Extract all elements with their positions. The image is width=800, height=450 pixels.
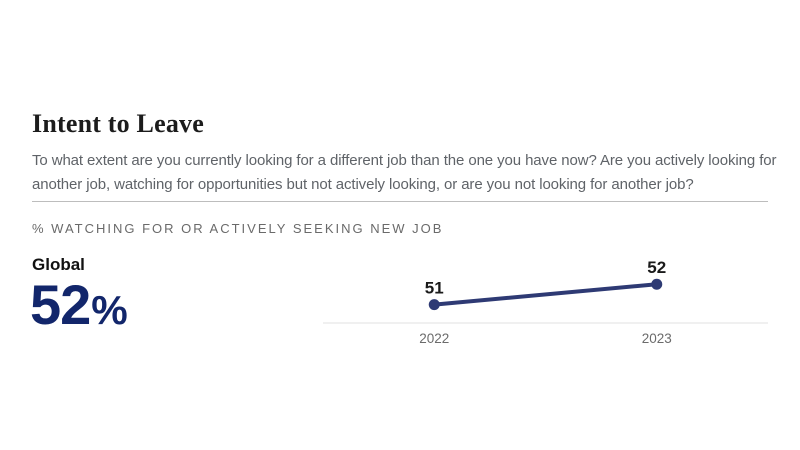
trend-line — [432, 282, 659, 307]
stat-value-percent-sign: % — [91, 287, 128, 333]
page-title: Intent to Leave — [32, 109, 204, 138]
metric-label: % WATCHING FOR OR ACTIVELY SEEKING NEW J… — [32, 221, 444, 236]
data-label: 52 — [647, 258, 666, 277]
x-tick-label: 2022 — [419, 331, 449, 346]
survey-question-text: To what extent are you currently looking… — [32, 152, 777, 193]
data-label: 51 — [425, 279, 444, 298]
x-tick-label: 2023 — [642, 331, 672, 346]
stat-value: 52 % — [30, 272, 128, 337]
trend-chart-svg: 51 2022 52 2023 — [323, 258, 768, 346]
data-point — [428, 299, 440, 311]
section-divider — [32, 201, 768, 202]
trend-chart: 51 2022 52 2023 — [323, 248, 768, 352]
data-point — [651, 278, 663, 290]
stat-group-label: Global — [32, 255, 85, 274]
stat-value-number: 52 — [30, 273, 91, 336]
